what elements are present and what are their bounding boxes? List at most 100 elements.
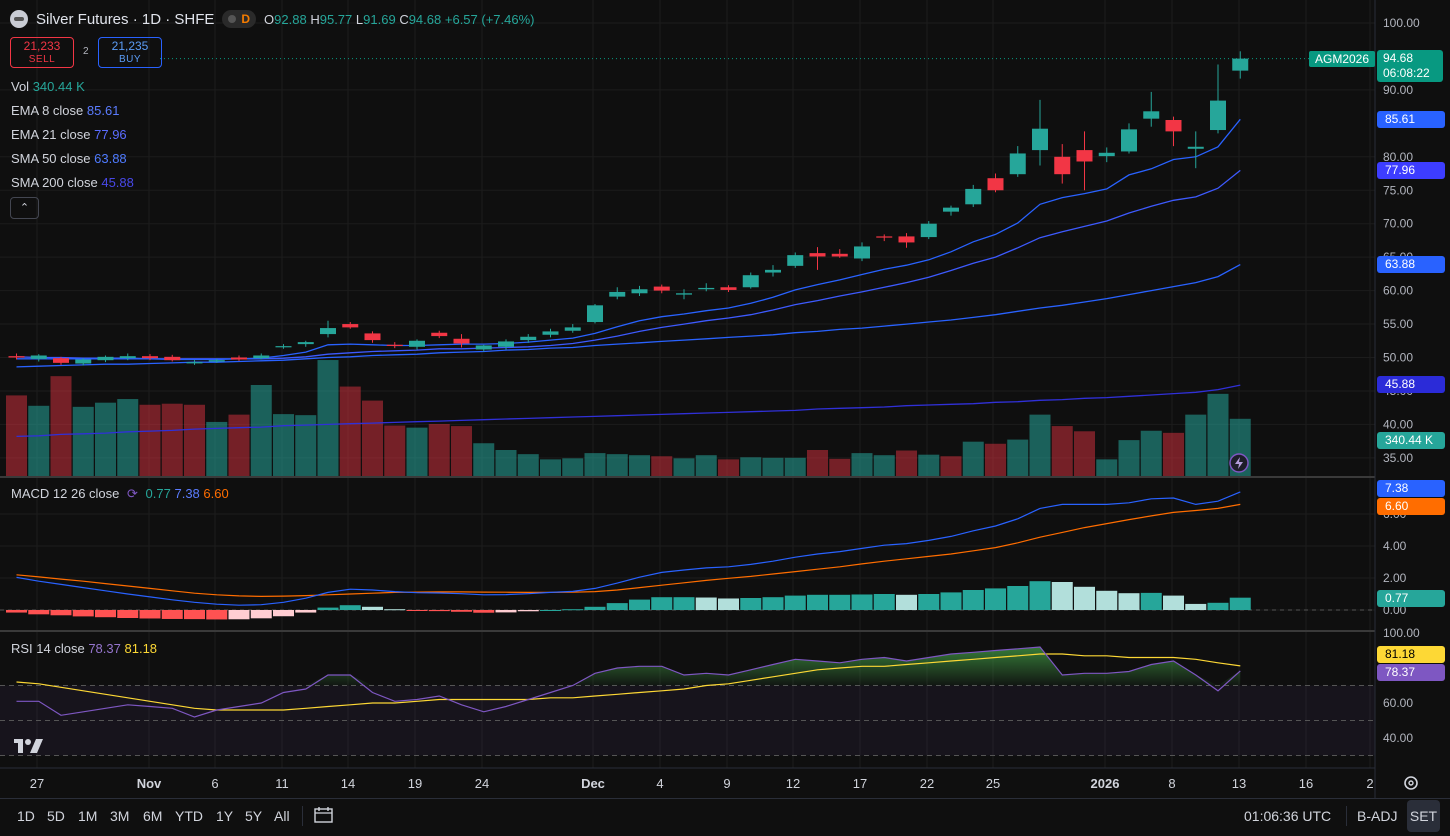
legend-value: 63.88 bbox=[94, 151, 127, 166]
macd-hist-bar bbox=[406, 610, 428, 611]
candle-body bbox=[564, 327, 581, 331]
macd-hist-bar bbox=[718, 598, 739, 610]
macd-hist-bar bbox=[1229, 597, 1251, 610]
sell-button[interactable]: 21,233 SELL bbox=[10, 37, 74, 68]
ema8-line bbox=[16, 118, 1241, 361]
rsi-tick-label: 60.00 bbox=[1383, 696, 1413, 710]
candle-body bbox=[1054, 156, 1071, 175]
low-label: L bbox=[355, 11, 364, 27]
macd-tick-label: 2.00 bbox=[1383, 571, 1407, 585]
macd-hist-bar bbox=[540, 610, 561, 611]
lightning-icon[interactable] bbox=[1229, 453, 1249, 473]
volume-bar bbox=[117, 399, 139, 476]
volume-bar bbox=[1207, 393, 1229, 476]
range-button-all[interactable]: All bbox=[274, 808, 290, 824]
macd-hist-bar bbox=[1074, 586, 1095, 610]
volume-bar bbox=[206, 421, 228, 476]
macd-hist-bar bbox=[451, 610, 472, 612]
legend-sma50[interactable]: SMA 50 close 63.88 bbox=[11, 151, 127, 166]
collapse-legend-button[interactable]: ⌃ bbox=[10, 197, 39, 219]
macd-hist-bar bbox=[1140, 592, 1162, 610]
range-button-1m[interactable]: 1M bbox=[78, 808, 98, 824]
rsi-pane bbox=[0, 646, 1375, 756]
macd-hist-bar bbox=[1163, 595, 1184, 610]
range-button-5d[interactable]: 5D bbox=[47, 808, 65, 824]
macd-hist-bar bbox=[50, 610, 72, 616]
utc-clock[interactable]: 01:06:36 UTC bbox=[1244, 808, 1332, 824]
candle-body bbox=[698, 287, 715, 290]
settings-gear-icon[interactable] bbox=[1404, 776, 1418, 790]
macd-price-tag: 7.38 bbox=[1377, 480, 1445, 497]
volume-bar bbox=[184, 404, 205, 476]
calendar-icon[interactable] bbox=[314, 806, 334, 824]
axes: 100.0090.0080.0075.0070.0065.0060.0055.0… bbox=[30, 16, 1420, 791]
time-tick-label: 13 bbox=[1232, 776, 1246, 791]
last-price-tag[interactable]: 94.68 06:08:22 bbox=[1377, 50, 1443, 82]
candle-body bbox=[119, 356, 136, 359]
legend-ema8[interactable]: EMA 8 close 85.61 bbox=[11, 103, 119, 118]
candle-body bbox=[520, 336, 537, 341]
macd-hist-bar bbox=[629, 599, 650, 610]
legend-volume[interactable]: Vol 340.44 K bbox=[11, 79, 85, 94]
buy-button[interactable]: 21,235 BUY bbox=[98, 37, 162, 68]
range-button-1d[interactable]: 1D bbox=[17, 808, 35, 824]
tradingview-logo[interactable] bbox=[14, 739, 43, 753]
legend-sma200[interactable]: SMA 200 close 45.88 bbox=[11, 175, 134, 190]
macd-hist-bar bbox=[1029, 581, 1051, 610]
range-button-6m[interactable]: 6M bbox=[143, 808, 163, 824]
macd-hist-bar bbox=[807, 594, 828, 610]
volume-bar bbox=[784, 457, 806, 476]
legend-rsi[interactable]: RSI 14 close 78.37 81.18 bbox=[11, 641, 157, 656]
candle-body bbox=[275, 346, 292, 348]
macd-hist-bar bbox=[740, 598, 762, 610]
legend-macd[interactable]: MACD 12 26 close ⟳ 0.77 7.38 6.60 bbox=[11, 486, 229, 502]
volume-bar bbox=[50, 376, 72, 476]
volume-bar bbox=[851, 453, 873, 476]
candle-body bbox=[787, 255, 804, 266]
volume-bar bbox=[651, 456, 673, 476]
high-value: 95.77 bbox=[319, 11, 353, 27]
macd-line-value: 7.38 bbox=[174, 486, 200, 501]
range-button-5y[interactable]: 5Y bbox=[245, 808, 263, 824]
volume-bar bbox=[896, 450, 917, 476]
volume-bar bbox=[695, 455, 717, 476]
volume-bar bbox=[740, 457, 762, 476]
ema21-price-tag: 77.96 bbox=[1377, 162, 1445, 179]
time-tick-label: 2 bbox=[1366, 776, 1373, 791]
change-value: +6.57 (+7.46%) bbox=[444, 11, 535, 27]
candles[interactable] bbox=[8, 51, 1249, 366]
price-tick-label: 40.00 bbox=[1383, 417, 1413, 431]
range-button-1y[interactable]: 1Y bbox=[216, 808, 234, 824]
candle-body bbox=[1076, 150, 1093, 162]
range-button-3m[interactable]: 3M bbox=[110, 808, 130, 824]
candle-body bbox=[1143, 111, 1160, 119]
rsi-line bbox=[16, 646, 1241, 718]
refresh-icon[interactable]: ⟳ bbox=[127, 486, 138, 501]
candle-body bbox=[1187, 146, 1204, 149]
candle-body bbox=[498, 341, 514, 347]
time-tick-label: 16 bbox=[1299, 776, 1313, 791]
volume-bar bbox=[495, 450, 517, 476]
low-value: 91.69 bbox=[363, 11, 396, 27]
candle-body bbox=[1165, 120, 1182, 132]
adjustment-toggle[interactable]: B-ADJ bbox=[1357, 808, 1398, 824]
volume-bar bbox=[517, 454, 539, 476]
price-tick-label: 55.00 bbox=[1383, 317, 1413, 331]
macd-hist-bar bbox=[1007, 586, 1029, 610]
range-button-ytd[interactable]: YTD bbox=[175, 808, 203, 824]
volume-bar bbox=[1118, 440, 1140, 476]
macd-hist-bar bbox=[1185, 603, 1207, 610]
time-tick-label: 14 bbox=[341, 776, 355, 791]
candle-body bbox=[342, 324, 359, 328]
last-price: 94.68 bbox=[1383, 51, 1414, 65]
market-status-pill[interactable]: D bbox=[222, 10, 257, 28]
legend-ema21[interactable]: EMA 21 close 77.96 bbox=[11, 127, 127, 142]
time-tick-label: 6 bbox=[211, 776, 218, 791]
macd-hist-bar bbox=[1207, 602, 1229, 610]
legend-label: EMA 21 close bbox=[11, 127, 91, 142]
settlement-toggle[interactable]: SET bbox=[1407, 800, 1440, 832]
symbol-title[interactable]: Silver Futures · 1D · SHFE bbox=[36, 10, 215, 28]
macd-hist-bar bbox=[962, 590, 984, 610]
time-tick-label: 4 bbox=[656, 776, 663, 791]
